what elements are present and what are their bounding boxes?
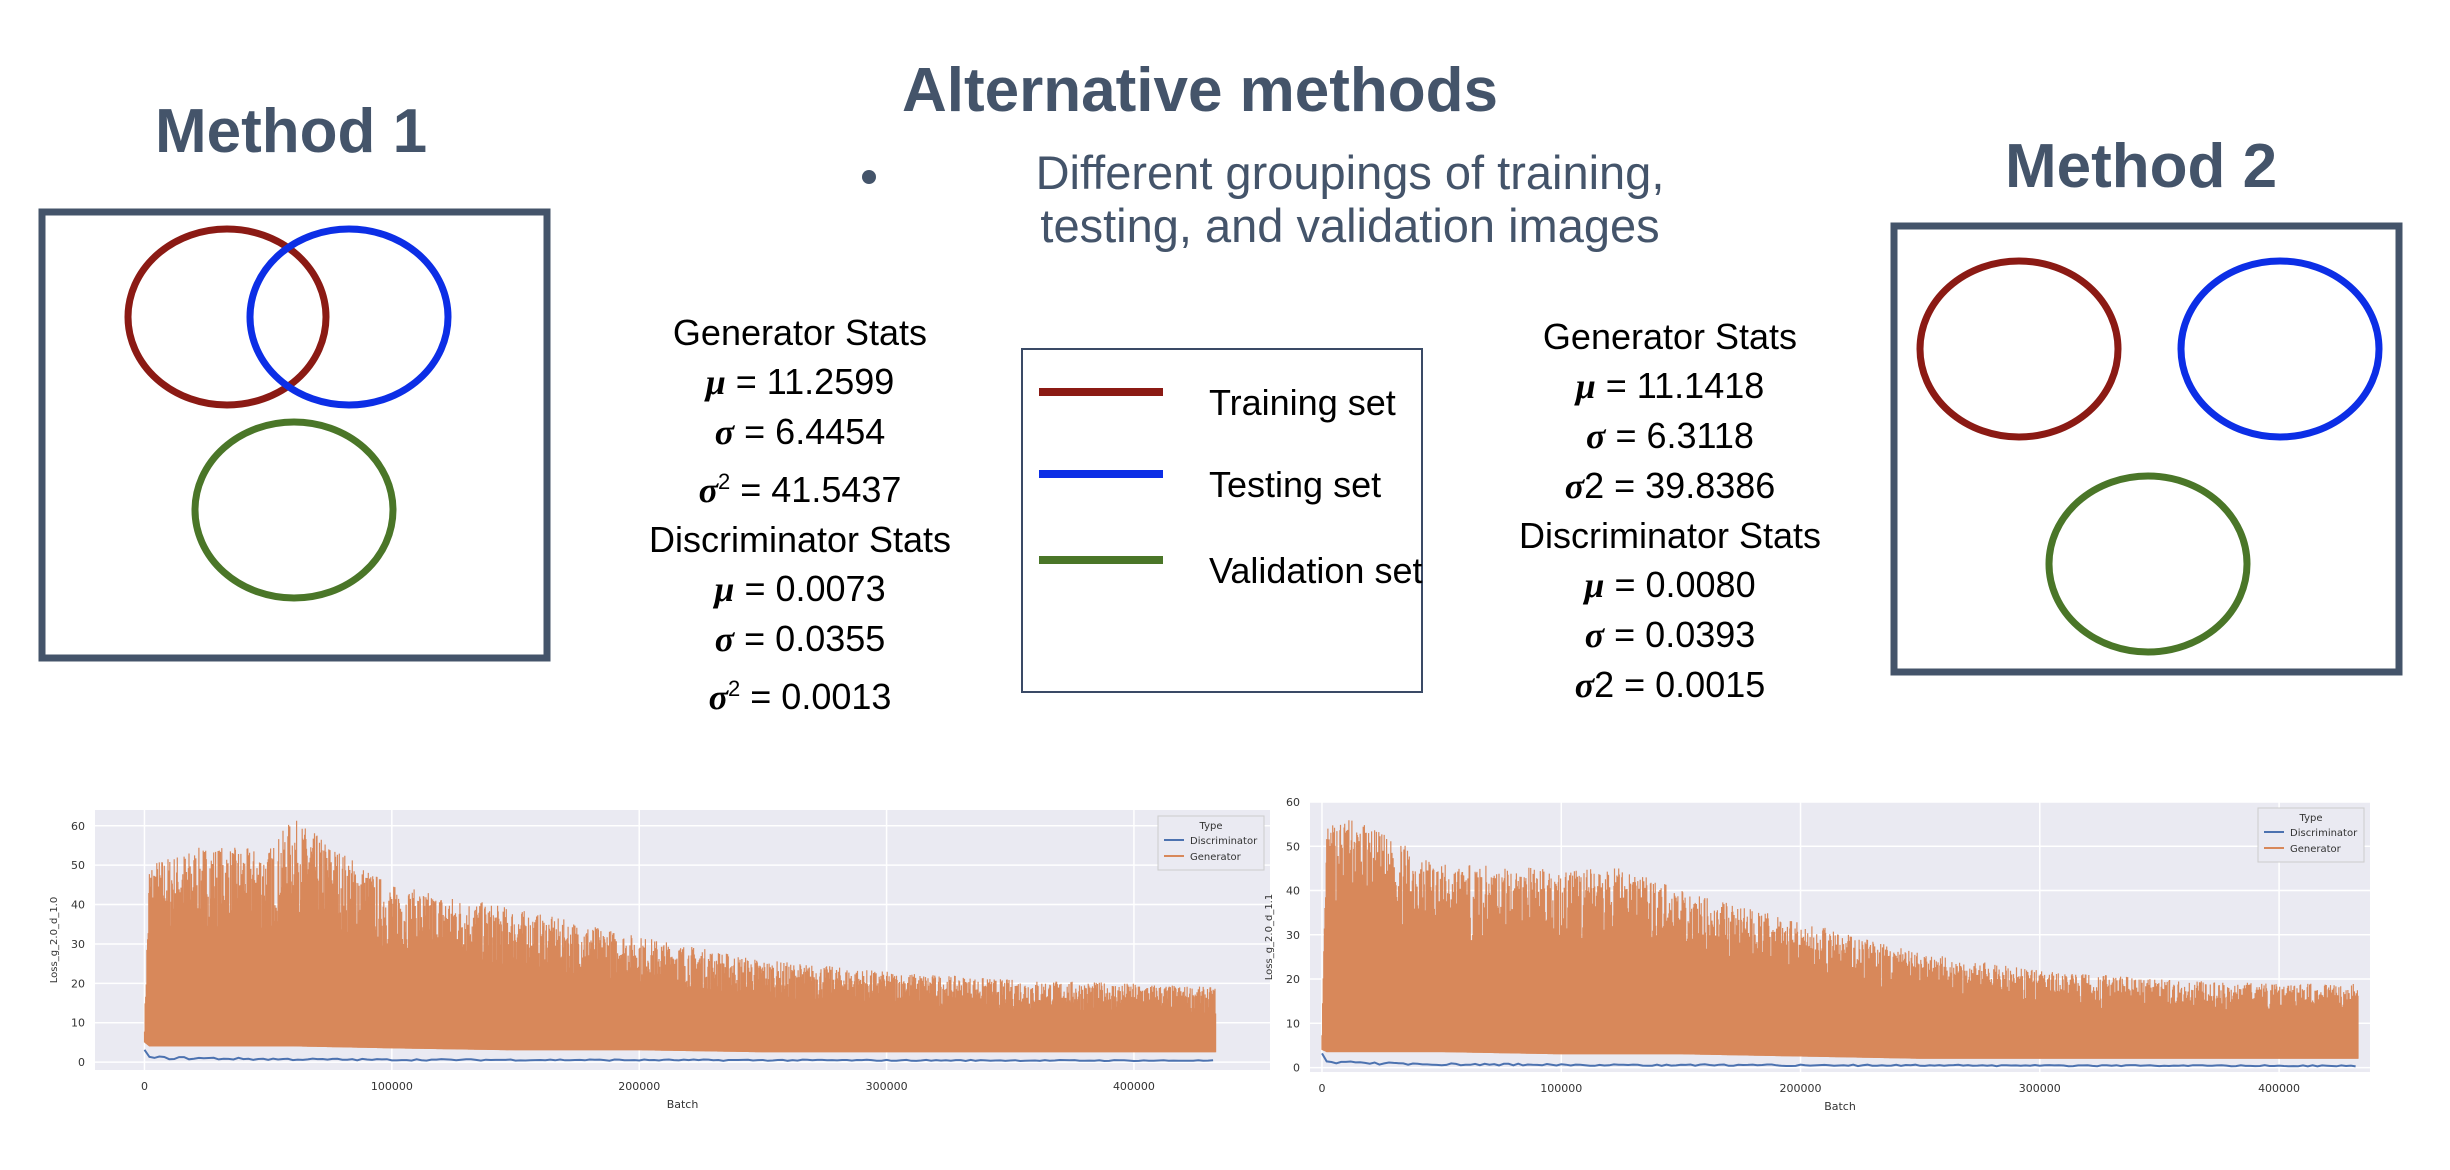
bullet-text: Different groupings of training, testing…	[900, 146, 1800, 252]
y-tick-label: 50	[71, 859, 85, 872]
legend-label-validation: Validation set	[1209, 550, 1423, 591]
method-1-testing-circle	[246, 225, 452, 409]
y-axis-label: Loss_g_2.0_d_1.0	[49, 897, 60, 983]
bullet-dot	[862, 170, 876, 184]
method-2-frame	[1890, 222, 2403, 676]
x-tick-label: 0	[1318, 1082, 1325, 1095]
method-2-testing-circle	[2177, 257, 2383, 441]
legend-line-validation	[1039, 556, 1163, 564]
m2-gen-sigma: σ = 6.3118	[1586, 415, 1754, 456]
method-2-label: Method 2	[2005, 132, 2278, 201]
x-axis-label: Batch	[667, 1098, 699, 1111]
chart-legend-box	[1157, 815, 1265, 871]
chart-legend-title: Type	[1199, 821, 1223, 832]
slide-title: Alternative methods	[901, 56, 1499, 125]
generator-band	[1321, 910, 2359, 1059]
chart-legend-label-discriminator: Discriminator	[1190, 836, 1258, 847]
x-tick-label: 300000	[2019, 1082, 2061, 1095]
y-tick-label: 0	[1293, 1062, 1300, 1075]
method-2-stats: Generator Stats μ = 11.1418 σ = 6.3118 σ…	[1490, 312, 1850, 710]
m1-gen-mu: μ = 11.2599	[705, 361, 895, 402]
x-axis-label: Batch	[1824, 1100, 1856, 1112]
x-tick-label: 0	[141, 1080, 148, 1093]
y-tick-label: 60	[1286, 796, 1300, 809]
bullet-line-1: Different groupings of training,	[1035, 146, 1665, 199]
generator-band	[144, 909, 1216, 1053]
x-tick-label: 100000	[1540, 1082, 1582, 1095]
y-tick-label: 20	[71, 977, 85, 990]
m2-disc-sigma: σ = 0.0393	[1584, 614, 1756, 655]
x-tick-label: 200000	[1780, 1082, 1822, 1095]
chart-legend-label-generator: Generator	[2290, 844, 2342, 855]
m2-gen-mu: μ = 11.1418	[1575, 365, 1765, 406]
m1-disc-sigma: σ = 0.0355	[714, 618, 886, 659]
discriminator-series	[1321, 1052, 2356, 1068]
x-tick-label: 200000	[618, 1080, 660, 1093]
x-tick-label: 300000	[866, 1080, 908, 1093]
legend-line-training	[1039, 388, 1163, 396]
chart-legend-label-discriminator: Discriminator	[2290, 828, 2358, 839]
method-1-validation-circle	[191, 418, 397, 602]
m2-disc-var: σ2 = 0.0015	[1574, 664, 1766, 705]
loss-chart-method-1: 0 10 20 30 40 50 60 0 100000 200000 300000 400000 Ba…	[49, 810, 1270, 1111]
chart-legend-title: Type	[2299, 813, 2323, 824]
m1-gen-sigma: σ = 6.4454	[714, 411, 886, 452]
y-tick-label: 30	[71, 938, 85, 951]
x-tick-label: 100000	[371, 1080, 413, 1093]
bullet-line-2: testing, and validation images	[1040, 199, 1660, 252]
y-tick-label: 60	[71, 820, 85, 833]
method-2-validation-circle	[2045, 472, 2251, 656]
legend-label-training: Training set	[1209, 382, 1396, 423]
m2-discriminator-header: Discriminator Stats	[1518, 515, 1822, 556]
y-tick-label: 10	[1286, 1017, 1300, 1030]
method-2-training-circle	[1916, 257, 2122, 441]
m1-discriminator-header: Discriminator Stats	[648, 519, 952, 560]
legend-label-testing: Testing set	[1209, 464, 1382, 505]
m2-gen-var: σ2 = 39.8386	[1564, 465, 1776, 506]
chart-legend-box	[2257, 807, 2365, 863]
m1-disc-var: σ2 = 0.0013	[708, 676, 892, 717]
loss-chart-method-2: 0 10 20 30 40 50 60 0 100000 200000 300000 400000 Ba…	[1265, 796, 2370, 1112]
method-1-frame	[38, 208, 551, 662]
x-tick-label: 400000	[2258, 1082, 2300, 1095]
chart-legend-label-generator: Generator	[1190, 852, 1242, 863]
m2-generator-header: Generator Stats	[1542, 316, 1798, 357]
y-axis-label: Loss_g_2.0_d_1.1	[1265, 894, 1275, 980]
discriminator-series	[143, 1049, 1214, 1063]
y-tick-label: 40	[71, 899, 85, 912]
m1-disc-mu: μ = 0.0073	[714, 568, 886, 609]
y-tick-label: 40	[1286, 885, 1300, 898]
legend-box: Training set Testing set Validation set	[1021, 348, 1423, 693]
m1-gen-var: σ2 = 41.5437	[698, 469, 902, 510]
y-tick-label: 20	[1286, 973, 1300, 986]
y-tick-label: 0	[78, 1056, 85, 1069]
m1-generator-header: Generator Stats	[672, 312, 928, 353]
method-1-stats: Generator Stats μ = 11.2599 σ = 6.4454 σ…	[620, 308, 980, 722]
y-tick-label: 10	[71, 1017, 85, 1030]
m2-disc-mu: μ = 0.0080	[1584, 564, 1756, 605]
y-tick-label: 30	[1286, 929, 1300, 942]
method-1-training-circle	[124, 225, 330, 409]
x-tick-label: 400000	[1113, 1080, 1155, 1093]
legend-line-testing	[1039, 470, 1163, 478]
y-tick-label: 50	[1286, 840, 1300, 853]
venn-diagrams	[38, 208, 2403, 676]
method-1-label: Method 1	[155, 97, 428, 166]
